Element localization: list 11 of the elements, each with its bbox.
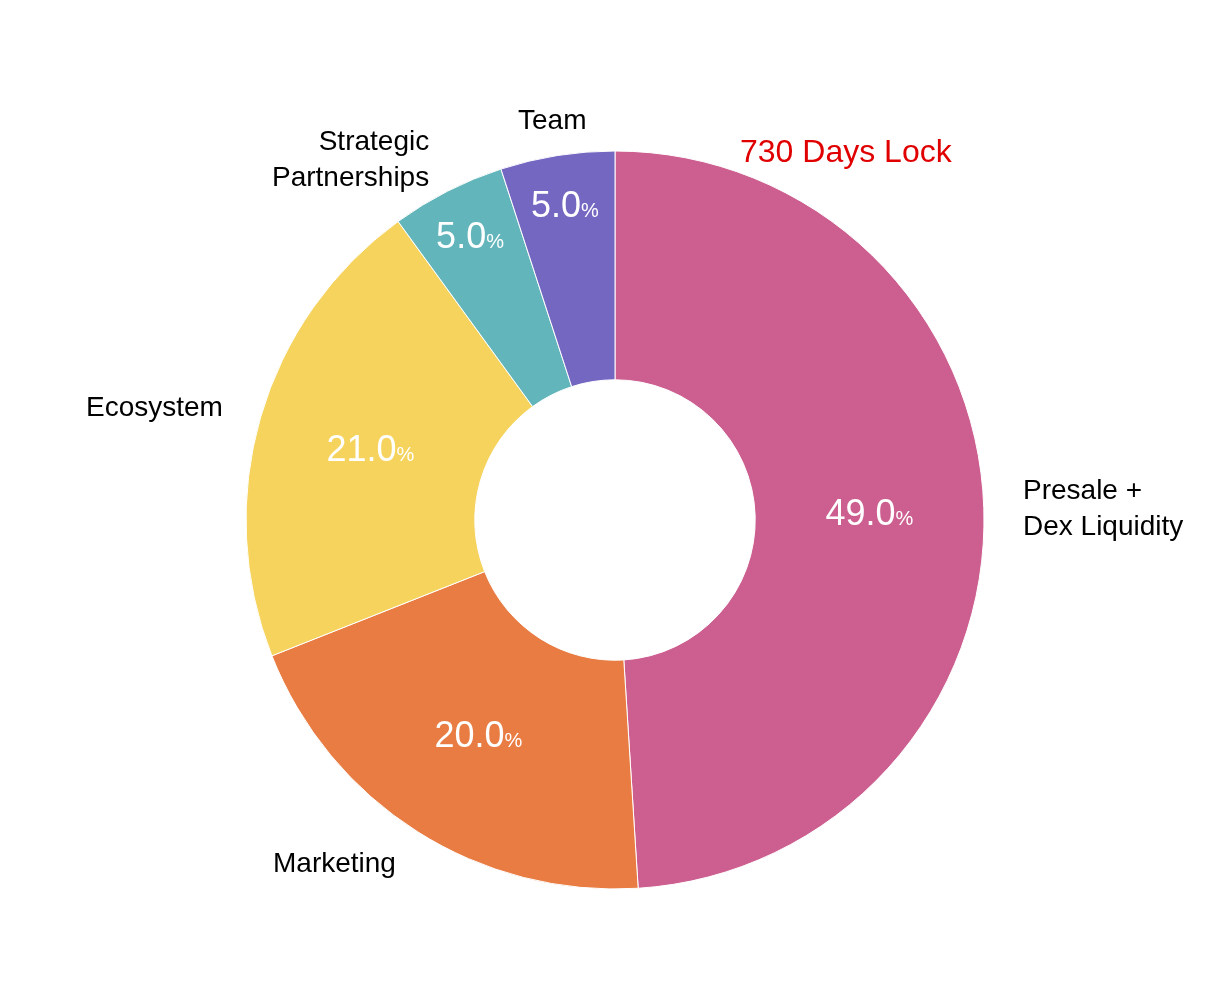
data-label: 5.0%: [531, 184, 600, 226]
slice-label: Strategic Partnerships: [272, 125, 430, 193]
data-label: 20.0%: [434, 714, 523, 756]
slice-label: Ecosystem: [86, 391, 223, 422]
slice-label: Presale + Dex Liquidity: [1023, 474, 1184, 542]
data-label: 5.0%: [436, 215, 505, 257]
data-label: 21.0%: [326, 428, 415, 470]
slice-label: Team: [518, 104, 587, 135]
data-label: 49.0%: [825, 491, 914, 533]
slice-label: Marketing: [273, 847, 396, 878]
text: 730 Days Lock: [740, 133, 953, 169]
